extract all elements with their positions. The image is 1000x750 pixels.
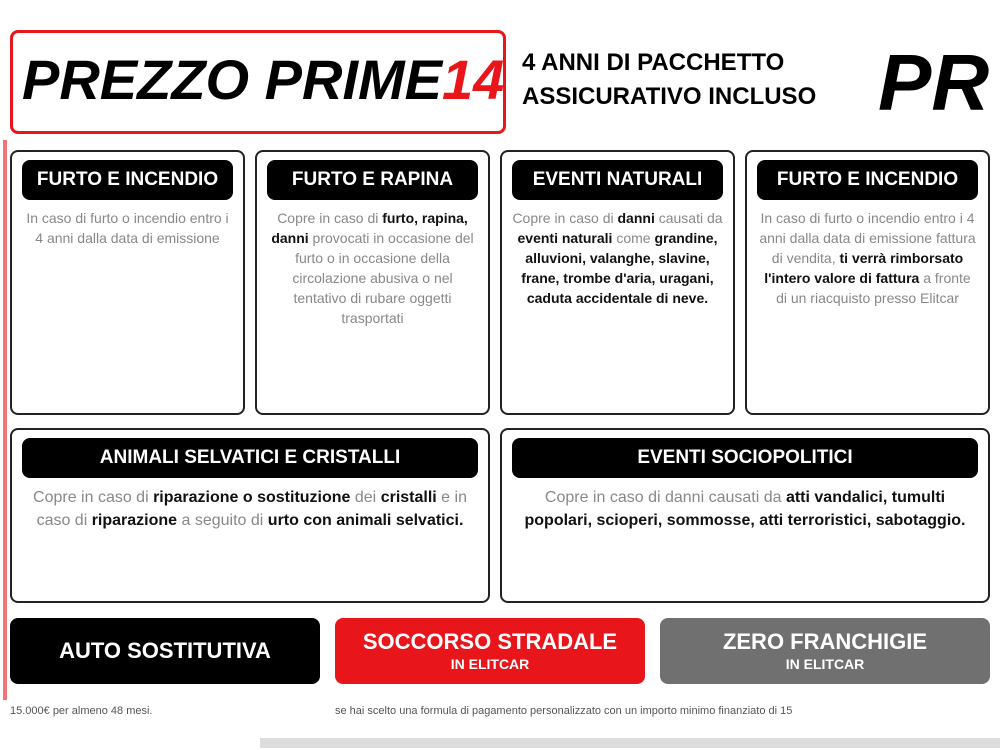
body-text: Copre in caso di [512,210,618,226]
card-title-eventi-sociopolitici: EVENTI SOCIOPOLITICI [512,438,978,478]
card-eventi-naturali: EVENTI NATURALI Copre in caso di danni c… [500,150,735,415]
card-furto-incendio: FURTO E INCENDIO In caso di furto o ince… [10,150,245,415]
body-text: provocati in occasione del furto o in oc… [292,230,474,326]
card-title-animali-cristalli: ANIMALI SELVATICI E CRISTALLI [22,438,478,478]
highlight-text: ti verrà rimborsato l'intero valore di f… [764,250,964,286]
card-text: In caso di furto o incendio entro i 4 an… [757,208,978,308]
card-text: Copre in caso di furto, rapina, danni pr… [267,208,478,328]
highlight-text: atti vandalici, tumulti popolari, sciope… [524,489,966,529]
highlight-text: grandine, alluvioni, valanghe, slavine, … [521,230,718,306]
badge-title: ZERO FRANCHIGIE [722,629,928,654]
red-rule [3,140,7,700]
right-title: PR [878,38,990,127]
badge-zero-sub: IN ELITCAR [785,656,865,672]
highlight-text: riparazione [91,512,178,529]
body-text: come [612,230,655,246]
subtitle-line-1: 4 ANNI DI PACCHETTO [522,49,785,76]
badge-title: SOCCORSO STRADALE [362,629,618,654]
highlight-text: cristalli [380,489,437,506]
card-text: Copre in caso di riparazione o sostituzi… [22,486,478,532]
highlight-text: eventi naturali [517,230,613,246]
subtitle: 4 ANNI DI PACCHETTO ASSICURATIVO INCLUSO [522,46,816,114]
body-text: Copre in caso di [277,210,383,226]
body-text: In caso di furto o incendio entro i 4 an… [759,210,976,266]
card-eventi-sociopolitici: EVENTI SOCIOPOLITICI Copre in caso di da… [500,428,990,603]
footnote-right: se hai scelto una formula di pagamento p… [335,705,793,717]
page-title: PREZZO PRIME14 [22,48,504,112]
card-animali-cristalli: ANIMALI SELVATICI E CRISTALLI Copre in c… [10,428,490,603]
card-text: In caso di furto o incendio entro i 4 an… [22,208,233,248]
body-text: e in caso di [36,489,467,529]
body-text: dei [350,489,381,506]
subtitle-line-2: ASSICURATIVO INCLUSO [522,83,817,110]
title-text: PREZZO PRIME [22,48,443,111]
badge-title: AUTO SOSTITUTIVA [59,638,271,663]
title-number: 14 [442,48,505,111]
card-furto-rapina: FURTO E RAPINA Copre in caso di furto, r… [255,150,490,415]
badge-zero-franchigie: ZERO FRANCHIGIE IN ELITCAR [660,618,990,684]
body-text: In caso di furto o incendio entro i 4 an… [26,210,229,246]
card-furto-incendio-2: FURTO E INCENDIO In caso di furto o ince… [745,150,990,415]
body-text: a fronte di un riacquisto presso Elitcar [776,270,971,306]
highlight-text: riparazione o sostituzione [153,489,351,506]
body-text: causati da [654,210,723,226]
title-frame [10,30,506,134]
card-title-furto-incendio: FURTO E INCENDIO [22,160,233,200]
badge-auto-sostitutiva: AUTO SOSTITUTIVA [10,618,320,684]
card-text: Copre in caso di danni causati da eventi… [512,208,723,308]
highlight-text: urto con animali selvatici. [267,512,464,529]
body-text: a seguito di [177,512,268,529]
badge-soccorso-stradale: SOCCORSO STRADALE IN ELITCAR [335,618,645,684]
body-text: Copre in caso di danni causati da [544,489,786,506]
card-title-furto-incendio-2: FURTO E INCENDIO [757,160,978,200]
badge-soccorso-sub: IN ELITCAR [450,656,530,672]
highlight-text: furto, rapina, danni [271,210,468,246]
card-title-furto-rapina: FURTO E RAPINA [267,160,478,200]
card-title-eventi-naturali: EVENTI NATURALI [512,160,723,200]
card-text: Copre in caso di danni causati da atti v… [512,486,978,532]
highlight-text: danni [617,210,655,226]
bottom-bar [260,738,1000,748]
body-text: Copre in caso di [33,489,154,506]
footnote-left: 15.000€ per almeno 48 mesi. [10,705,153,717]
